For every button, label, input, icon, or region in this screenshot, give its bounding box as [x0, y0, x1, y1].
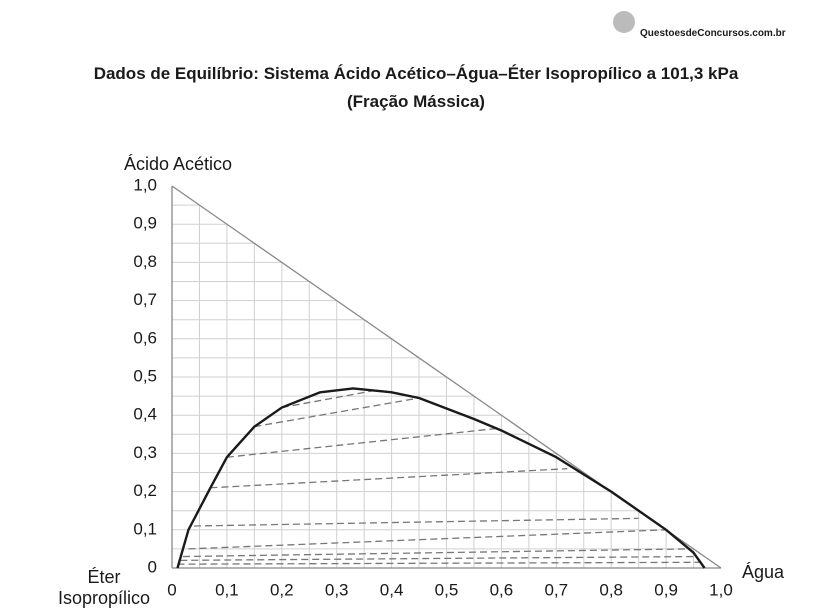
- x-tick-label: 0,5: [435, 580, 459, 599]
- x-tick-label: 1,0: [709, 580, 733, 599]
- tie-line: [210, 468, 568, 489]
- y-tick-label: 0,3: [133, 443, 157, 462]
- tie-line: [193, 517, 639, 527]
- y-tick-label: 1,0: [133, 175, 157, 194]
- y-tick-label: 0: [148, 557, 157, 576]
- tie-line: [254, 397, 420, 428]
- origin-label: Isopropílico: [58, 588, 150, 608]
- y-tick-label: 0,7: [133, 290, 157, 309]
- chart-title: Dados de Equilíbrio: Sistema Ácido Acéti…: [94, 64, 739, 83]
- tie-line: [177, 561, 705, 565]
- tie-line: [226, 427, 496, 458]
- y-tick-label: 0,5: [133, 366, 157, 385]
- tie-line: [188, 529, 667, 550]
- tie-line: [281, 389, 376, 409]
- y-axis-label: Ácido Acético: [124, 154, 232, 174]
- chart-subtitle: (Fração Mássica): [347, 92, 485, 111]
- y-tick-label: 0,4: [133, 405, 157, 424]
- y-tick-label: 0,6: [133, 328, 157, 347]
- y-tick-label: 0,9: [133, 214, 157, 233]
- origin-label: Éter: [87, 567, 120, 587]
- y-tick-label: 0,2: [133, 481, 157, 500]
- x-tick-label: 0,3: [325, 580, 349, 599]
- y-tick-label: 0,1: [133, 519, 157, 538]
- x-tick-label: 0,7: [544, 580, 568, 599]
- x-tick-label: 0,6: [490, 580, 514, 599]
- x-tick-label: 0,1: [215, 580, 239, 599]
- x-tick-label: 0,4: [380, 580, 404, 599]
- x-tick-label: 0,9: [654, 580, 678, 599]
- binodal-curve: [176, 387, 706, 569]
- watermark: QuestoesdeConcursos.com.br: [640, 28, 786, 39]
- x-axis-label: Água: [742, 562, 785, 582]
- watermark-icon: [613, 11, 635, 33]
- y-tick-label: 0,8: [133, 252, 157, 271]
- x-tick-label: 0,8: [599, 580, 623, 599]
- x-tick-label: 0: [167, 580, 176, 599]
- tie-line: [180, 555, 697, 562]
- tie-line: [182, 548, 689, 558]
- x-tick-label: 0,2: [270, 580, 294, 599]
